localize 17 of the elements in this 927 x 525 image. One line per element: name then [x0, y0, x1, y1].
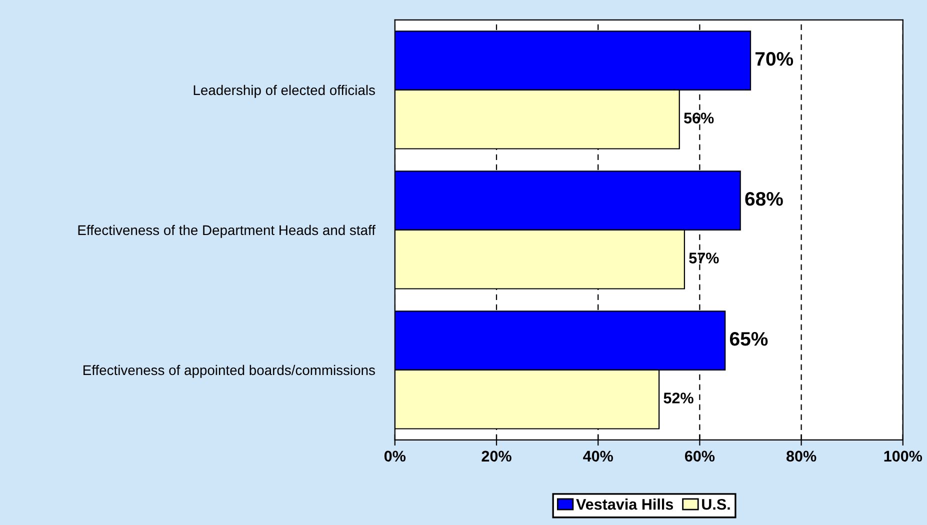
data-label: 65%	[730, 332, 768, 346]
data-label: 68%	[745, 192, 783, 206]
data-label: 70%	[756, 52, 794, 66]
x-tick-label: 60%	[684, 450, 715, 462]
y-tick-label: Effectiveness of the Department Heads and staff	[78, 224, 376, 238]
y-tick-label: Effectiveness of appointed boards/commissions	[83, 364, 375, 378]
legend-label: U.S.	[702, 498, 730, 510]
x-tick-label: 0%	[384, 450, 406, 462]
y-tick-label: Leadership of elected officials	[194, 84, 375, 98]
data-label: 57%	[689, 252, 719, 264]
x-tick-label: 40%	[583, 450, 613, 462]
data-label: 56%	[684, 112, 714, 124]
x-tick-label: 20%	[482, 450, 512, 462]
x-tick-label: 80%	[786, 450, 816, 462]
x-tick-label: 100%	[884, 450, 922, 462]
data-label: 52%	[664, 392, 694, 404]
legend-label: Vestavia Hills	[576, 498, 674, 510]
